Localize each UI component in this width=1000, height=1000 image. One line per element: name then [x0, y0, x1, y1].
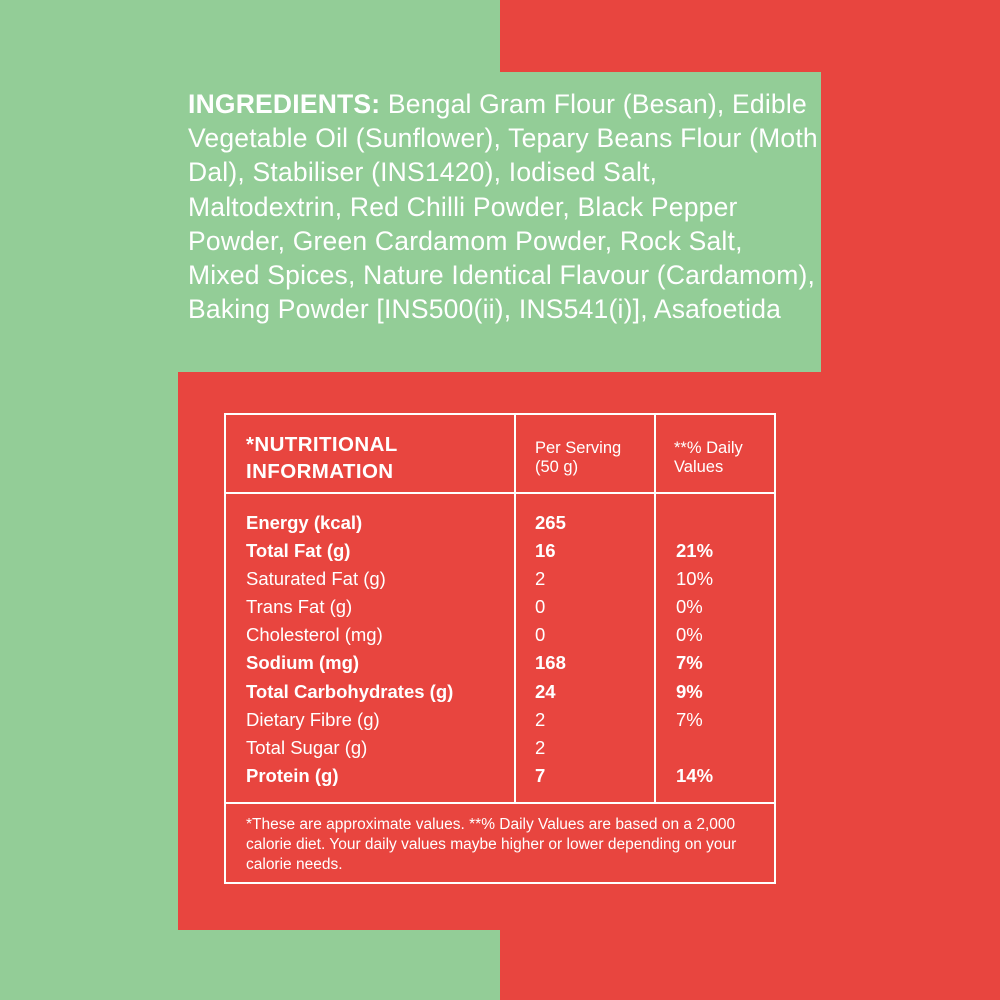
nutrient-daily-value: 21% — [676, 540, 714, 562]
ingredients-list: Bengal Gram Flour (Besan), Edible Vegeta… — [188, 89, 818, 325]
footer-divider — [226, 802, 774, 804]
serving-column-header: Per Serving (50 g) — [535, 439, 622, 476]
nutrient-row: Energy (kcal) 265 — [226, 509, 774, 537]
nutrient-row: Total Fat (g) 16 21% — [226, 537, 774, 565]
nutrient-row: Total Sugar (g) 2 — [226, 734, 774, 762]
nutrient-daily-value: 0% — [676, 624, 703, 646]
nutrient-row: Trans Fat (g) 0 0% — [226, 593, 774, 621]
nutrient-name: Total Fat (g) — [246, 540, 351, 562]
header-divider — [226, 492, 774, 494]
column-divider-dv — [654, 415, 656, 804]
nutrient-name: Energy (kcal) — [246, 512, 363, 533]
nutrient-row: Saturated Fat (g) 2 10% — [226, 565, 774, 593]
daily-value-column-header: **% Daily Values — [674, 439, 743, 476]
nutrient-per-serving: 168 — [535, 652, 566, 674]
nutrient-name: Total Sugar (g) — [246, 736, 368, 758]
ingredients-text: INGREDIENTS: Bengal Gram Flour (Besan), … — [188, 87, 818, 326]
nutrient-per-serving: 2 — [535, 736, 546, 758]
nutrient-row: Sodium (mg) 168 7% — [226, 649, 774, 677]
nutrient-row: Cholesterol (mg) 0 0% — [226, 621, 774, 649]
nutrient-row: Total Carbohydrates (g) 24 9% — [226, 678, 774, 706]
nutrient-per-serving: 2 — [535, 568, 546, 590]
nutrient-rows: Energy (kcal) 265 Total Fat (g) 16 21% Satura… — [226, 509, 774, 790]
nutrient-per-serving: 0 — [535, 596, 546, 618]
nutrient-daily-value: 14% — [676, 764, 714, 786]
footnote: *These are approximate values. **% Daily… — [246, 816, 737, 873]
nutrient-name: Saturated Fat (g) — [246, 568, 386, 590]
nutrient-name: Protein (g) — [246, 764, 339, 786]
nutrient-name: Cholesterol (mg) — [246, 624, 383, 646]
nutrient-per-serving: 0 — [535, 624, 546, 646]
nutrient-name: Total Carbohydrates (g) — [246, 680, 454, 702]
nutrient-daily-value: 7% — [676, 652, 703, 674]
nutrient-name: Dietary Fibre (g) — [246, 708, 380, 730]
nutrition-table: *NUTRITIONAL INFORMATION Per Serving (50… — [224, 413, 776, 884]
nutrient-daily-value: 0% — [676, 596, 703, 618]
nutrient-row: Protein (g) 7 14% — [226, 762, 774, 790]
nutrient-row: Dietary Fibre (g) 2 7% — [226, 706, 774, 734]
nutrition-title: *NUTRITIONAL INFORMATION — [246, 433, 398, 483]
nutrient-daily-value: 9% — [676, 680, 703, 702]
nutrient-per-serving: 265 — [535, 512, 566, 533]
nutrient-name: Sodium (mg) — [246, 652, 360, 674]
nutrient-per-serving: 2 — [535, 708, 546, 730]
ingredients-panel — [178, 72, 821, 372]
nutrient-per-serving: 16 — [535, 540, 556, 562]
nutrient-per-serving: 24 — [535, 680, 556, 702]
nutrient-daily-value: 7% — [676, 708, 703, 730]
column-divider-serving — [514, 415, 516, 804]
nutrition-panel — [178, 370, 821, 930]
nutrient-name: Trans Fat (g) — [246, 596, 353, 618]
nutrient-per-serving: 7 — [535, 764, 546, 786]
nutrient-daily-value: 10% — [676, 568, 714, 590]
ingredients-label: INGREDIENTS: — [188, 89, 381, 119]
